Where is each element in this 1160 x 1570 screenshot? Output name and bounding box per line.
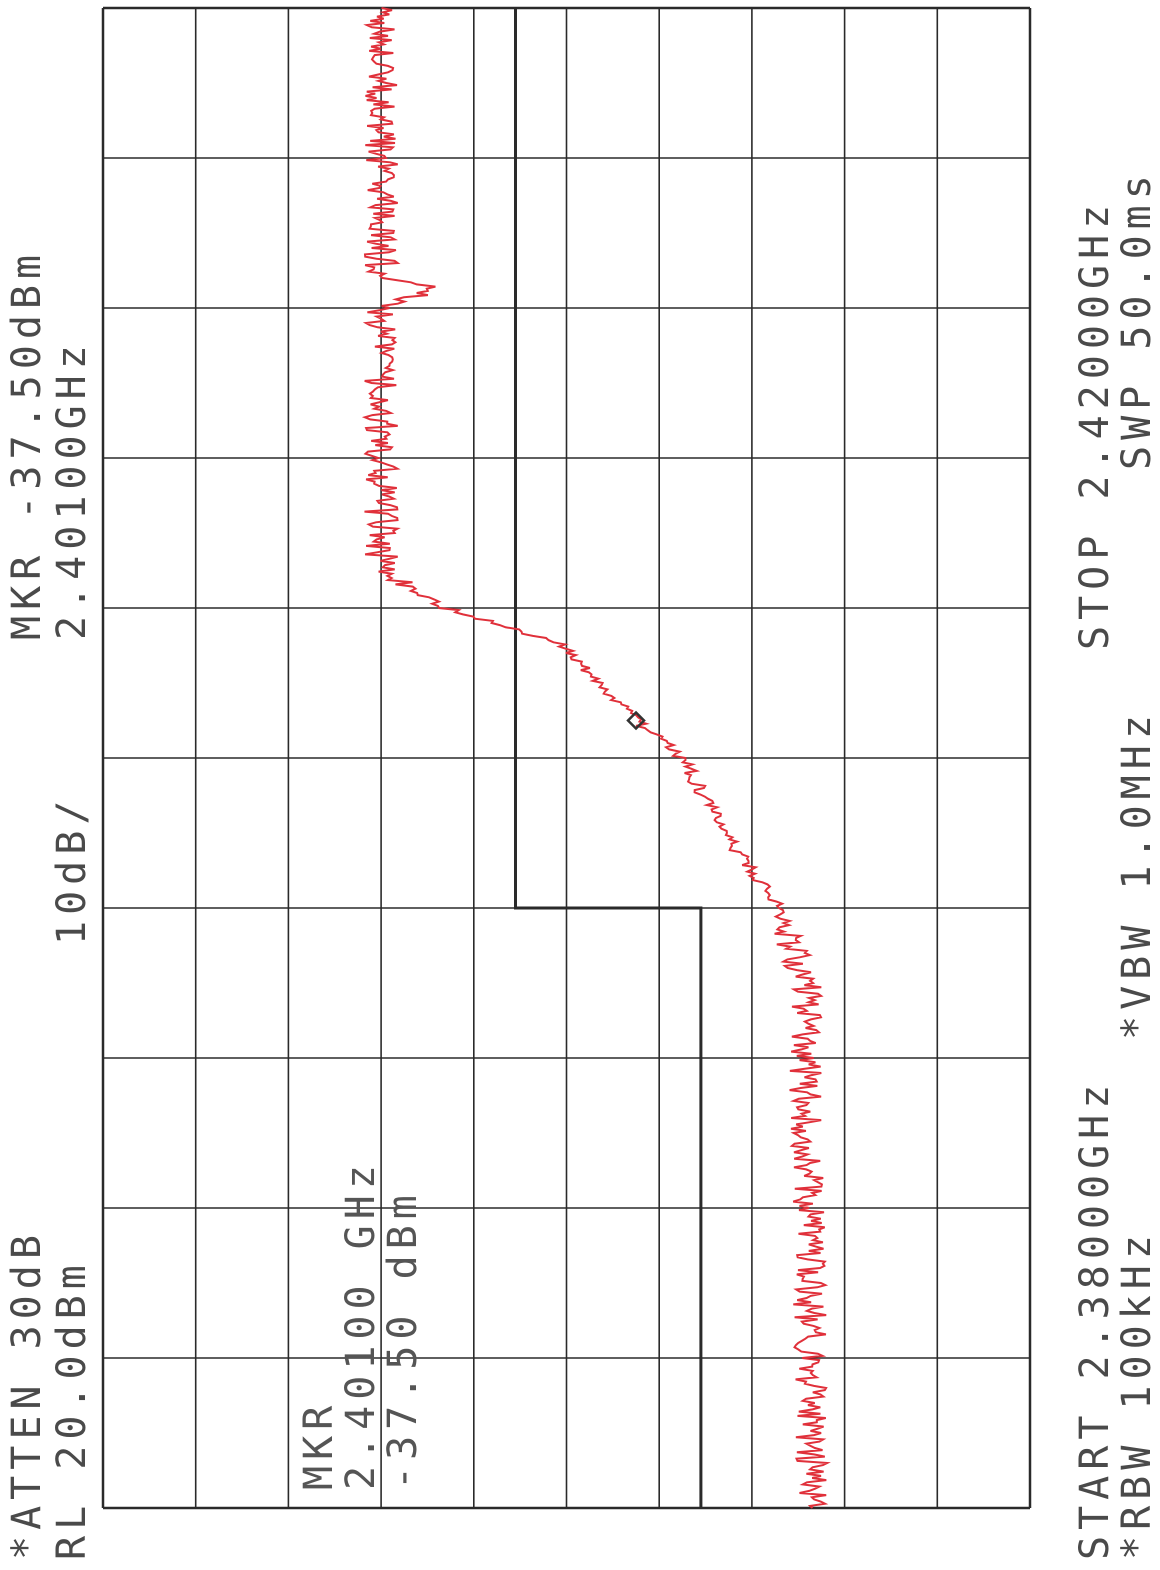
graticule — [101, 6, 1032, 1510]
atten-label: *ATTEN 30dB — [4, 1229, 50, 1560]
marker-box-title: MKR — [296, 1400, 342, 1490]
marker-readout-freq: 2.40100GHz — [49, 339, 95, 640]
resolution-bandwidth: *RBW 100kHz — [1114, 1229, 1160, 1560]
limit-line — [514, 8, 703, 1508]
marker-readout-level: MKR -37.50dBm — [4, 249, 50, 640]
sweep-time: SWP 50.0ms — [1114, 169, 1160, 470]
video-bandwidth: *VBW 1.0MHz — [1114, 709, 1160, 1040]
marker-box-frequency: 2.40100 GHz — [338, 1159, 384, 1490]
start-frequency: START 2.38000GHz — [1072, 1079, 1118, 1560]
marker-symbol — [626, 710, 646, 731]
marker-box-level: -37.50 dBm — [380, 1189, 426, 1490]
stop-frequency: STOP 2.42000GHz — [1072, 199, 1118, 650]
scale-label: 10dB/ — [49, 795, 95, 945]
spectrum-trace — [361, 7, 831, 1509]
marker-diamond — [626, 710, 646, 731]
ref-level-label: RL 20.0dBm — [49, 1259, 95, 1560]
